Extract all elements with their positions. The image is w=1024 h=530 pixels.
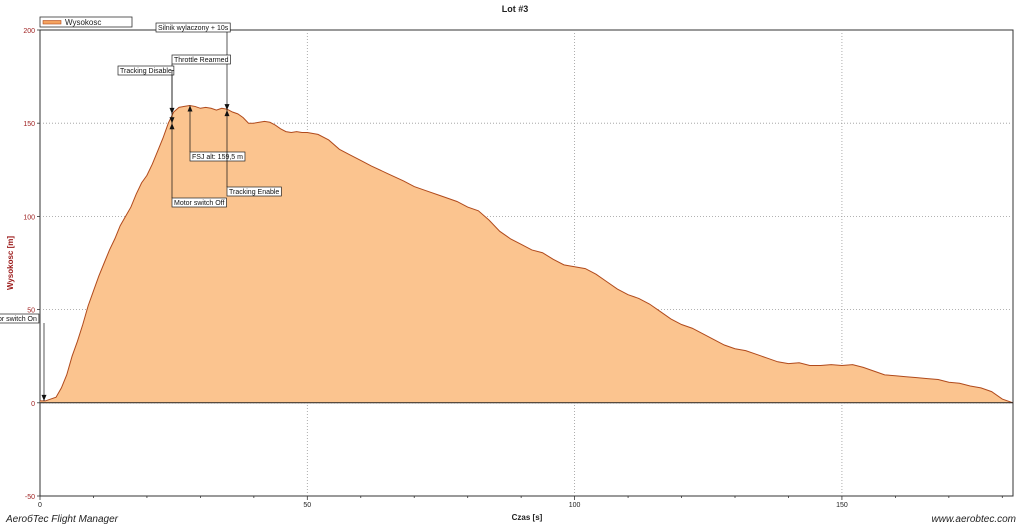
footer-website-link[interactable]: www.aerobtec.com [931, 514, 1016, 525]
annotation-arrowhead [169, 123, 175, 130]
annotation-box [0, 313, 40, 324]
series-fill [40, 105, 1013, 403]
annotation: Motor switch Off [169, 123, 227, 208]
x-tick-label: 50 [303, 502, 311, 509]
y-tick-label: 200 [23, 28, 35, 35]
annotation-arrowhead [224, 110, 230, 117]
y-tick-label: 0 [31, 401, 35, 408]
legend-label: Wysokosc [65, 18, 101, 27]
annotation-label: or switch On [0, 316, 37, 323]
plot-area [39, 29, 1014, 497]
y-tick-label: -50 [25, 494, 35, 501]
annotation-box [155, 22, 231, 33]
annotation-label: FSJ alt: 159,5 m [192, 154, 243, 161]
annotation-arrowhead [187, 105, 193, 112]
annotation-label: Motor switch Off [174, 200, 224, 207]
annotation: FSJ alt: 159,5 m [187, 105, 246, 162]
annotation: Tracking Disable [117, 65, 175, 124]
annotation-box [189, 151, 246, 162]
annotation-arrowhead [41, 394, 47, 401]
annotation-box [226, 186, 282, 197]
y-axis-label: Wysokosc [m] [6, 236, 15, 290]
annotation-box [171, 197, 227, 208]
legend: Wysokosc [39, 16, 133, 28]
series-area [40, 104, 1014, 404]
annotation: or switch On [0, 313, 47, 401]
y-tick-label: 100 [23, 214, 35, 221]
annotation-label: Tracking Disable [120, 68, 172, 75]
annotation: Silnik wylaczony + 10s [155, 22, 231, 111]
chart-title: Lot #3 [502, 4, 529, 14]
x-axis-label: Czas [s] [512, 513, 543, 522]
annotation-arrowhead [224, 104, 230, 111]
legend-swatch [42, 20, 62, 25]
x-tick-label: 100 [569, 502, 581, 509]
annotation-label: Throttle Rearmed [174, 57, 229, 64]
series-line [40, 104, 1014, 404]
annotation-label: Silnik wylaczony + 10s [158, 25, 229, 32]
y-tick-label: 150 [23, 121, 35, 128]
y-tick-label: 50 [27, 308, 35, 315]
x-tick-label: 150 [836, 502, 848, 509]
legend-box [39, 16, 133, 28]
annotation: Tracking Enable [224, 110, 282, 197]
x-tick-label: 0 [38, 502, 42, 509]
annotation-label: Tracking Enable [229, 189, 279, 196]
annotation: Throttle Rearmed [169, 54, 231, 114]
annotation-box [171, 54, 231, 65]
footer-app-name: AeroбTec Flight Manager [6, 514, 118, 525]
annotation-arrowhead [169, 117, 175, 124]
